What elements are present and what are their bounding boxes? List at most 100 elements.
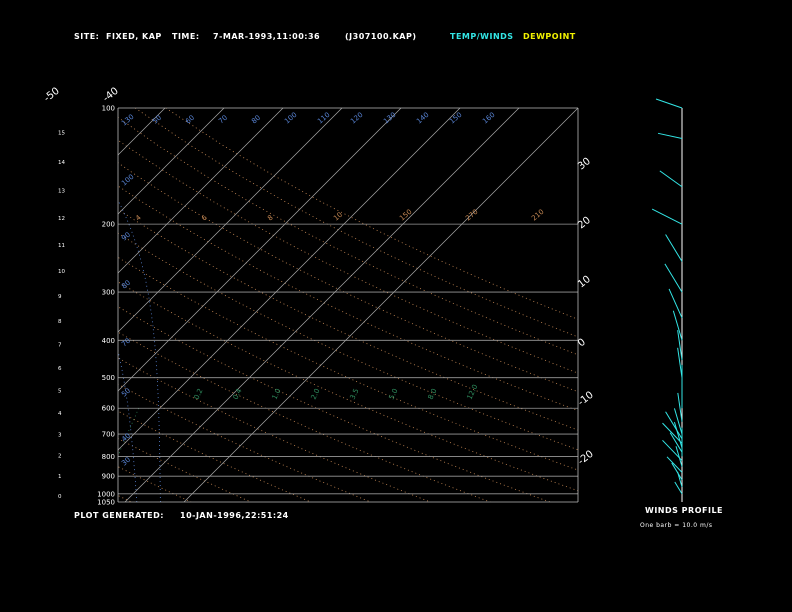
moist-adiabat-label: 30 (120, 456, 132, 468)
pressure-tick-label: 400 (102, 337, 115, 345)
adiabat-top-label: 160 (481, 111, 496, 126)
adiabat-top-label: 120 (349, 111, 364, 126)
mixing-ratio-label: 1.0 (271, 387, 283, 400)
temp-winds-legend: TEMP/WINDS (450, 32, 514, 41)
wind-barb (664, 263, 683, 293)
mixing-ratio-label: 5.0 (388, 387, 400, 400)
wind-barb (672, 310, 683, 341)
dry-adiabat (118, 116, 578, 356)
winds-profile-note: One barb = 10.0 m/s (640, 522, 713, 529)
moist-adiabat-label: 70 (120, 337, 132, 349)
plot-area (0, 108, 578, 502)
pressure-tick-label: 1000 (97, 490, 115, 498)
moist-adiabat (0, 108, 90, 502)
dry-adiabat (0, 108, 12, 502)
moist-adiabat (0, 108, 113, 502)
dry-adiabat (118, 162, 578, 393)
right-temp-tick-label: 10 (576, 274, 593, 291)
isotherm (0, 108, 47, 502)
adiabat-top-label: 100 (283, 111, 298, 126)
dry-adiabat-label: 10 (332, 211, 344, 223)
dry-adiabat-label: 150 (398, 208, 413, 223)
dry-adiabat (0, 108, 72, 502)
moist-adiabat (118, 199, 161, 502)
wind-barb (675, 446, 683, 467)
adiabat-top-label: 110 (316, 111, 331, 126)
dry-adiabat-label: 6 (200, 213, 209, 222)
moist-adiabat-label: 50 (120, 387, 132, 399)
dry-adiabat-label: 8 (266, 214, 275, 223)
right-temp-tick-label: 20 (576, 215, 593, 232)
height-tick-label: 8 (58, 319, 62, 325)
right-temp-tick-label: -20 (576, 449, 596, 468)
wind-barb (655, 98, 683, 109)
dry-adiabat (118, 306, 551, 502)
plot-generated-value: 10-JAN-1996,22:51:24 (180, 511, 289, 520)
adiabat-top-label: 80 (250, 114, 262, 126)
adiabat-top-label: 60 (184, 114, 196, 126)
dry-adiabat-label: 4 (134, 213, 143, 222)
isotherm (183, 108, 578, 502)
moist-adiabat (118, 349, 138, 502)
top-temp-tick-label: -60 (0, 86, 3, 105)
moist-adiabat (0, 108, 19, 502)
adiabat-top-label: 140 (415, 111, 430, 126)
dewpoint-trace (0, 108, 30, 497)
time-value: 7-MAR-1993,11:00:36 (213, 32, 321, 41)
mixing-ratio-label: 0.2 (193, 387, 205, 400)
site-label: SITE: (74, 32, 100, 41)
right-temp-tick-label: 30 (576, 156, 593, 173)
mixing-ratio-label: 0.4 (232, 387, 244, 401)
moist-adiabat-label: 80 (120, 279, 132, 291)
isotherm (118, 108, 284, 274)
wind-barb (659, 170, 683, 188)
height-tick-label: 4 (58, 411, 62, 417)
moist-adiabat-label: 100 (120, 173, 135, 188)
wind-barb (677, 330, 683, 361)
isotherm (118, 108, 343, 333)
wind-barb (673, 408, 683, 435)
wind-barb (662, 422, 683, 444)
isotherm (0, 108, 106, 502)
dry-adiabat (118, 256, 578, 471)
adiabat-top-label: 50 (151, 114, 163, 126)
height-tick-label: 15 (58, 130, 65, 136)
top-temp-tick-label: -40 (101, 86, 121, 105)
wind-barb (665, 411, 683, 440)
wind-barb (671, 462, 683, 481)
wind-barb (673, 421, 683, 448)
wind-barb (657, 132, 683, 140)
wind-barb (668, 288, 683, 319)
moist-adiabat-label: 90 (120, 231, 132, 243)
dry-adiabat (118, 331, 491, 502)
adiabat-top-label: 150 (448, 111, 463, 126)
height-tick-label: 11 (58, 243, 65, 249)
height-tick-label: 12 (58, 216, 65, 222)
dry-adiabat (165, 108, 578, 320)
height-tick-label: 3 (58, 432, 62, 438)
temperature-trace (0, 108, 53, 497)
adiabat-top-label: 70 (217, 114, 229, 126)
isotherm (118, 108, 225, 215)
right-temp-tick-label: 0 (576, 337, 588, 350)
mixing-ratio-line (14, 408, 60, 502)
plot-generated-label: PLOT GENERATED: (74, 511, 164, 520)
height-tick-label: 1 (58, 474, 62, 480)
site-value: FIXED, KAP (106, 32, 162, 41)
pressure-tick-label: 500 (102, 374, 115, 382)
isotherm (118, 108, 461, 451)
pressure-tick-label: 800 (102, 453, 115, 461)
pressure-tick-label: 300 (102, 289, 115, 297)
dry-adiabat (118, 208, 578, 431)
dry-adiabat (134, 108, 578, 338)
wind-barb (677, 347, 683, 378)
adiabat-top-label: 130 (382, 111, 397, 126)
dry-adiabat (118, 383, 371, 502)
mixing-ratio-label: 3.5 (349, 387, 361, 400)
height-tick-label: 2 (58, 453, 62, 459)
height-tick-label: 10 (58, 269, 65, 275)
dry-adiabat (118, 466, 192, 502)
top-temp-tick-label: -50 (42, 86, 62, 105)
